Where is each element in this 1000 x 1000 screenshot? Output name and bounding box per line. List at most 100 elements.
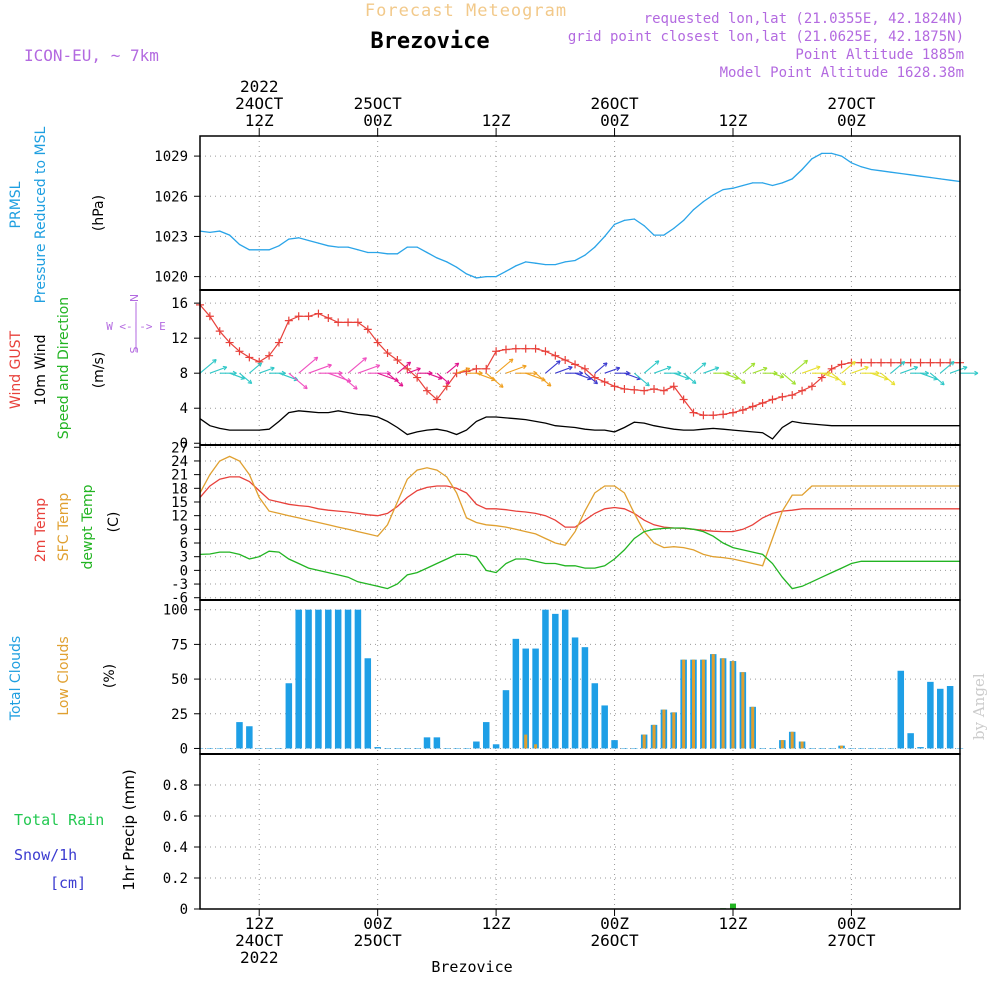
wind-arrow-head [714,366,720,371]
wind-arrow [752,367,768,374]
gust-marker [630,385,639,394]
pressure-point [337,246,339,248]
low-clouds-label: Low Clouds [56,636,72,715]
total-cloud-bar [364,658,372,749]
wind-arrow-head [701,362,707,367]
time-label-top: 12Z [719,111,748,130]
total-cloud-bar [937,688,944,749]
pressure-point [386,253,389,255]
gust-marker [600,377,609,386]
wind-arrow [239,372,253,384]
wind-arrow [505,365,527,374]
gust-marker [413,373,422,382]
pressure-point [495,276,497,278]
wind-arrow-head [362,357,367,362]
gust-marker [580,364,589,373]
time-label-bottom: 12Z [482,914,511,933]
total-cloud-bar [561,609,569,749]
pressure-point [900,172,902,175]
wind-arrow-head [762,366,768,372]
pressure-point [850,162,853,164]
wind-arrow [781,372,796,385]
snow-label: Snow/1h [14,846,77,864]
gust-marker [857,358,866,367]
wind-arrow [791,359,808,374]
wind-arrow-head [654,360,660,365]
total-cloud-bar [216,748,223,749]
total-cloud-bar [532,648,539,749]
pressure-unit: (hPa) [91,195,107,231]
gust-marker [778,392,787,401]
gust-marker [916,358,925,367]
gust-marker [768,395,777,404]
wind-arrow-head [406,361,412,367]
time-label-bottom: 00Z [837,914,866,933]
total-cloud-bar [315,609,322,749]
total-cloud-bar [591,683,599,749]
wind-arrow-head [900,361,906,366]
pressure-point [683,219,685,221]
wind-arrow [308,364,332,374]
gust-marker [788,391,797,400]
total-cloud-bar [512,638,520,749]
gust-marker [205,312,214,321]
pressure-label-prmsl: PRMSL [8,181,24,228]
low-cloud-bar [672,712,676,749]
wind-arrow [288,372,308,390]
y-tick-label: 16 [171,296,188,312]
gust-marker [225,338,234,347]
wind-arrow [821,372,840,381]
pressure-point [949,179,951,181]
low-cloud-bar [682,659,686,749]
credit-text: by Angel [970,673,988,740]
y-tick-label: 9 [180,522,188,538]
total-cloud-bar [818,748,826,749]
time-label-bottom: 27OCT [827,931,876,950]
wind-arrow [920,372,938,380]
gust-marker [344,318,353,327]
pressure-point [317,242,320,244]
wind-arrow-head [741,379,746,385]
pressure-point [633,218,635,220]
total-cloud-bar [433,737,441,749]
pressure-point [613,223,616,225]
wind-arrow [574,372,592,380]
pressure-point [623,219,626,221]
pressure-point [288,238,290,240]
grid-layer [200,136,960,910]
wind-arrow-head [603,362,608,367]
gust-marker [659,386,668,395]
wind-arrow-head [949,361,955,366]
wind-speed-dir-label: Speed and Direction [56,297,72,439]
wind-arrow-head [864,365,869,371]
gust-marker [353,318,362,327]
pressure-point [910,174,912,176]
y-tick-label: 0 [180,902,188,918]
wind-arrow-head [499,383,504,388]
pressure-point [584,254,586,256]
wind-arrow-head [568,365,573,371]
pressure-point [712,194,714,196]
pressure-point [564,261,566,263]
pressure-point [238,243,241,246]
y-tick-label: 12 [171,331,188,347]
gust-marker [235,347,244,356]
wind-arrow-head [522,364,527,370]
low-cloud-bar [534,744,538,749]
wind-arrow [673,372,690,380]
model-point-altitude: Model Point Altitude 1628.38m [720,65,964,81]
pressure-point [219,230,221,232]
y-tick-label: 0 [180,563,188,579]
wind-arrow [436,372,450,385]
y-tick-label: 4 [180,401,188,417]
gust-marker [334,318,343,327]
forecast-meteogram-title: Forecast Meteogram [365,1,567,21]
wind-arrow-head [826,370,832,376]
gust-marker [817,373,826,382]
wind-arrow [209,366,227,374]
total-cloud-bar [571,637,579,749]
wind-arrow [801,366,821,374]
total-cloud-bar [374,747,381,749]
total-cloud-bar [552,613,559,749]
pressure-point [702,201,704,203]
